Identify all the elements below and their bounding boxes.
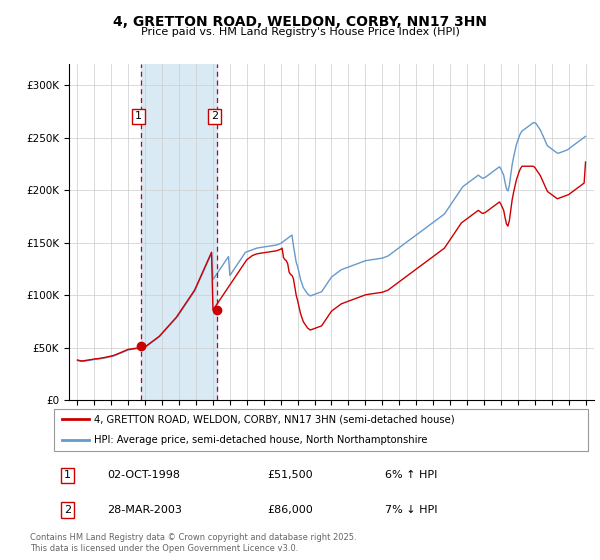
- Text: 02-OCT-1998: 02-OCT-1998: [107, 470, 181, 480]
- Text: 7% ↓ HPI: 7% ↓ HPI: [385, 505, 437, 515]
- Text: £86,000: £86,000: [268, 505, 313, 515]
- Text: 1: 1: [64, 470, 71, 480]
- Text: Price paid vs. HM Land Registry's House Price Index (HPI): Price paid vs. HM Land Registry's House …: [140, 27, 460, 37]
- FancyBboxPatch shape: [54, 409, 588, 451]
- Text: 2: 2: [64, 505, 71, 515]
- Text: HPI: Average price, semi-detached house, North Northamptonshire: HPI: Average price, semi-detached house,…: [94, 435, 428, 445]
- Text: £51,500: £51,500: [268, 470, 313, 480]
- Text: 1: 1: [135, 111, 142, 122]
- Text: 2: 2: [211, 111, 218, 122]
- Text: Contains HM Land Registry data © Crown copyright and database right 2025.
This d: Contains HM Land Registry data © Crown c…: [30, 533, 356, 553]
- Text: 6% ↑ HPI: 6% ↑ HPI: [385, 470, 437, 480]
- Text: 28-MAR-2003: 28-MAR-2003: [107, 505, 182, 515]
- Text: 4, GRETTON ROAD, WELDON, CORBY, NN17 3HN (semi-detached house): 4, GRETTON ROAD, WELDON, CORBY, NN17 3HN…: [94, 414, 455, 424]
- Bar: [141, 64, 217, 400]
- Text: 4, GRETTON ROAD, WELDON, CORBY, NN17 3HN: 4, GRETTON ROAD, WELDON, CORBY, NN17 3HN: [113, 15, 487, 29]
